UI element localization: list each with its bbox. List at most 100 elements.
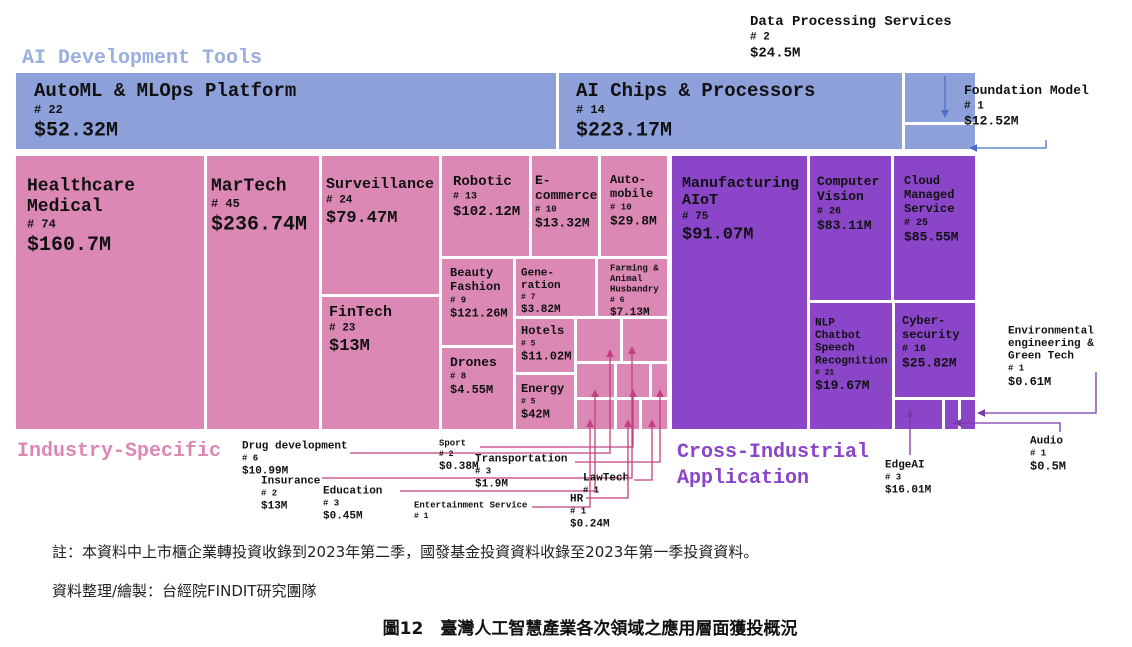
- cell-amount: $13M: [261, 501, 288, 513]
- cell-count: # 14: [576, 103, 605, 117]
- treemap-cell: [808, 301, 894, 431]
- treemap-cell: [893, 398, 944, 431]
- cell-count: # 16: [902, 344, 926, 355]
- cell-amount: $91.07M: [682, 225, 753, 244]
- treemap-cell: [599, 154, 669, 258]
- cell-amount: $160.7M: [27, 234, 111, 257]
- cell-name: Insurance: [261, 475, 321, 487]
- cell-name: engineering &: [1008, 338, 1094, 350]
- cell-amount: $52.32M: [34, 119, 118, 142]
- cell-count: # 10: [535, 205, 557, 215]
- cell-name: Manufacturing: [682, 175, 799, 192]
- cell-name: ration: [521, 280, 561, 292]
- leader-line: [480, 389, 637, 448]
- cell-name: Beauty: [450, 266, 493, 280]
- cell-name: AI Chips & Processors: [576, 80, 815, 102]
- cell-count: # 1: [583, 485, 600, 495]
- group-label: Industry-Specific: [17, 440, 221, 463]
- cell-name: Auto-: [610, 173, 646, 187]
- cell-amount: $42M: [521, 407, 550, 421]
- cell-amount: $12.52M: [964, 113, 1019, 128]
- leader-line: [634, 419, 656, 481]
- cell-count: # 1: [570, 506, 587, 516]
- cell-count: # 10: [610, 202, 632, 212]
- cell-count: # 2: [261, 488, 277, 498]
- cell-count: # 5: [521, 340, 536, 349]
- cell-count: # 1: [1008, 364, 1025, 374]
- cell-amount: $11.02M: [521, 349, 571, 363]
- cell-amount: $0.5M: [1030, 460, 1066, 474]
- cell-count: # 25: [904, 218, 928, 229]
- cell-name: AIoT: [682, 192, 718, 209]
- note: 註：本資料中上市櫃企業轉投資收錄到2023年第二季，國發基金投資資料收錄至202…: [52, 543, 758, 561]
- cell-name: Hotels: [521, 324, 564, 338]
- cell-name: Surveillance: [326, 176, 434, 193]
- cell-amount: $13M: [329, 337, 370, 356]
- cell-amount: $0.61M: [1008, 375, 1051, 389]
- cell-amount: $4.55M: [450, 383, 493, 397]
- treemap-cell: [514, 317, 576, 374]
- cell-name: Sport: [439, 439, 466, 449]
- cell-name: NLP: [815, 317, 835, 329]
- cell-amount: $236.74M: [211, 213, 307, 236]
- cell-name: EdgeAI: [885, 459, 925, 471]
- cell-name: Chatbot: [815, 330, 861, 342]
- treemap-cell: [575, 317, 622, 363]
- cell-name: Robotic: [453, 174, 512, 190]
- cell-name: Fashion: [450, 280, 500, 294]
- cell-count: # 2: [750, 31, 770, 43]
- cell-count: # 5: [521, 398, 536, 407]
- treemap-cell: [640, 398, 669, 431]
- treemap-cell: [892, 154, 977, 302]
- cell-count: # 21: [815, 368, 834, 377]
- cell-amount: $85.55M: [904, 229, 959, 244]
- treemap-cell: [943, 398, 960, 431]
- cell-name: Gene-: [521, 267, 554, 279]
- cell-name: MarTech: [211, 176, 287, 196]
- cell-amount: $121.26M: [450, 307, 508, 321]
- cell-name: AutoML & MLOps Platform: [34, 80, 296, 102]
- cell-amount: $0.24M: [570, 519, 610, 531]
- leader-line: [977, 372, 1097, 417]
- cell-amount: $24.5M: [750, 45, 800, 61]
- cell-amount: $0.45M: [323, 511, 363, 523]
- caption: 圖12 臺灣人工智慧產業各次領域之應用層面獲投概況: [383, 618, 798, 639]
- treemap-cell: [14, 71, 558, 151]
- treemap-cell: [557, 71, 904, 151]
- cell-name: Entertainment Service: [414, 501, 527, 511]
- treemap-cell: [514, 373, 576, 431]
- treemap-cell: [440, 257, 515, 347]
- cell-amount: $7.13M: [610, 307, 650, 319]
- treemap-cell: [893, 301, 977, 399]
- cell-name: Drones: [450, 355, 497, 370]
- cell-amount: $83.11M: [817, 218, 872, 233]
- cell-count: # 1: [964, 100, 984, 112]
- cell-count: # 22: [34, 103, 63, 117]
- cell-name: Energy: [521, 382, 564, 396]
- leader-line: [575, 389, 664, 463]
- cell-name: mobile: [610, 187, 653, 201]
- cell-count: # 3: [323, 498, 339, 508]
- group-label: Cross-Industrial: [677, 441, 869, 464]
- cell-name: Education: [323, 485, 382, 497]
- cell-count: # 3: [885, 472, 901, 482]
- treemap-cell: [530, 154, 600, 258]
- cell-amount: $0.38M: [439, 461, 479, 473]
- cell-amount: $102.12M: [453, 204, 520, 220]
- cell-amount: $25.82M: [902, 356, 957, 371]
- leader-line: [586, 419, 632, 499]
- cell-name: FinTech: [329, 304, 392, 321]
- cell-name: Data Processing Services: [750, 14, 952, 30]
- cell-amount: $79.47M: [326, 209, 397, 228]
- cell-name: Computer: [817, 174, 879, 189]
- group-label: Application: [677, 467, 809, 490]
- group-label: AI Development Tools: [22, 47, 262, 70]
- treemap-cell: [959, 398, 977, 431]
- cell-name: Medical: [27, 197, 103, 217]
- cell-count: # 3: [475, 466, 491, 476]
- treemap-cell: [596, 257, 669, 318]
- leader-line: [350, 349, 614, 454]
- cell-name: Cyber-: [902, 314, 945, 328]
- cell-name: commerce: [535, 188, 598, 203]
